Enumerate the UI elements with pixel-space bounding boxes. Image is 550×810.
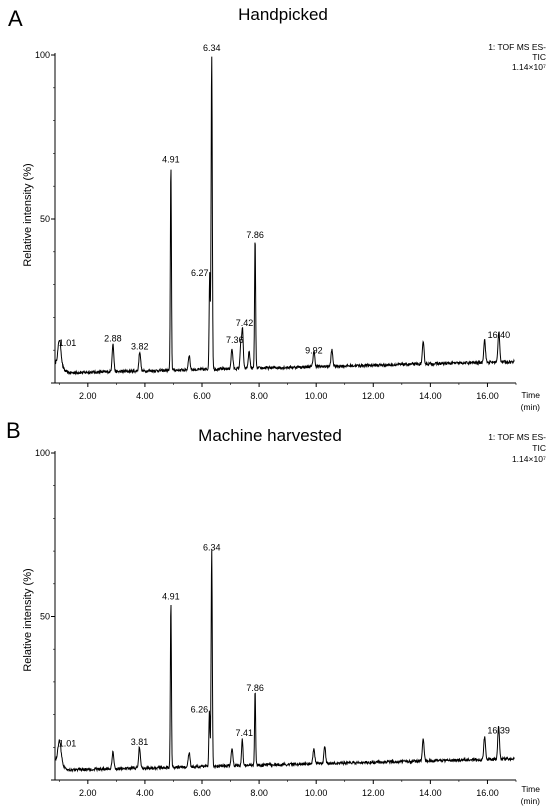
x-tick-label: 6.00 (193, 788, 211, 798)
peak-label: 2.88 (104, 333, 122, 343)
panel-a-ylabel: Relative intensity (%) (22, 163, 34, 266)
x-tick-label: 12.00 (362, 391, 385, 401)
panel-b-letter: B (6, 418, 21, 443)
panel-a-xlabel: Time (521, 390, 540, 400)
x-tick-label: 4.00 (136, 391, 154, 401)
x-tick-label: 8.00 (250, 391, 268, 401)
panel-b-instrument-line2: TIC (532, 443, 546, 453)
y-tick-label: 50 (40, 612, 50, 622)
panel-b-xlabel: Time (521, 784, 540, 794)
peak-label: 6.26 (191, 705, 209, 715)
x-tick-label: 14.00 (419, 391, 442, 401)
peak-label: 1.01 (59, 338, 77, 348)
panel-a-title: Handpicked (238, 5, 328, 24)
panel-a-instrument: 1: TOF MS ES- (488, 42, 546, 52)
x-tick-label: 10.00 (305, 391, 328, 401)
peak-label: 7.86 (246, 683, 264, 693)
y-tick-label: 100 (35, 448, 50, 458)
x-tick-label: 10.00 (305, 788, 328, 798)
y-tick-label: 50 (40, 214, 50, 224)
panel-b-ylabel: Relative intensity (%) (22, 568, 34, 671)
x-tick-label: 16.00 (476, 788, 499, 798)
panel-a-letter: A (8, 6, 23, 31)
panel-b-intensity: 1.14×10⁷ (512, 454, 546, 464)
peak-label: 7.42 (236, 318, 254, 328)
x-tick-label: 2.00 (79, 391, 97, 401)
peak-label: 6.27 (191, 268, 209, 278)
panel-a-xlabel-unit: (min) (521, 402, 541, 412)
peak-label: 7.36 (226, 335, 244, 345)
peak-label: 4.91 (162, 155, 180, 165)
peak-label: 7.41 (235, 728, 253, 738)
peak-label: 6.34 (203, 43, 221, 53)
peak-label: 6.34 (203, 542, 221, 552)
panel-b-xlabel-unit: (min) (521, 796, 541, 806)
x-tick-label: 14.00 (419, 788, 442, 798)
y-tick-label: 100 (35, 50, 50, 60)
panel-b-title: Machine harvested (198, 426, 342, 445)
x-tick-label: 6.00 (193, 391, 211, 401)
peak-label: 3.82 (131, 341, 149, 351)
peak-label: 9.92 (305, 345, 323, 355)
panel-a-intensity: 1.14×10⁷ (512, 62, 546, 72)
x-tick-label: 4.00 (136, 788, 154, 798)
chromatogram-trace (55, 550, 515, 773)
peak-label: 16.39 (487, 725, 510, 735)
x-tick-label: 16.00 (476, 391, 499, 401)
peak-label: 4.91 (162, 591, 180, 601)
peak-label: 3.81 (131, 737, 149, 747)
panel-b-instrument: 1: TOF MS ES- (488, 432, 546, 442)
x-tick-label: 8.00 (250, 788, 268, 798)
peak-label: 16.40 (488, 330, 511, 340)
peak-label: 7.86 (246, 230, 264, 240)
chromatogram-trace (55, 56, 515, 376)
x-tick-label: 12.00 (362, 788, 385, 798)
x-tick-label: 2.00 (79, 788, 97, 798)
panel-a-plot: 50 100 2.00 4.00 6.00 8.00 10.00 12.00 14.00 16.0… (35, 43, 517, 401)
peak-label: 1.01 (59, 739, 77, 749)
panel-a-instrument-line2: TIC (532, 52, 546, 62)
panel-b-plot: 50 100 2.00 4.00 6.00 8.00 10.00 12.00 14.00 16.0… (35, 448, 517, 798)
